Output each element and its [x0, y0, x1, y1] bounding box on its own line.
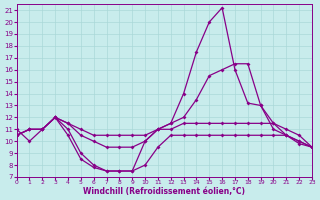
X-axis label: Windchill (Refroidissement éolien,°C): Windchill (Refroidissement éolien,°C) [83, 187, 245, 196]
